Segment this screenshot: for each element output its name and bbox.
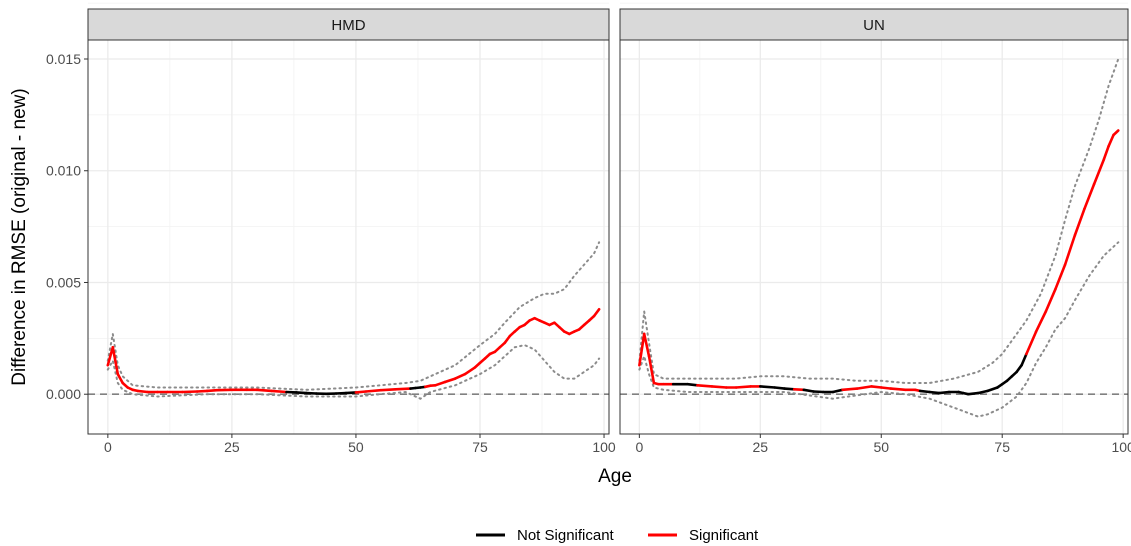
- legend-label-not-significant: Not Significant: [517, 527, 615, 544]
- not-significant-segment-un: [1015, 363, 1023, 374]
- significant-segment-hmd: [205, 388, 219, 393]
- y-tick-label: 0.000: [46, 386, 81, 402]
- significant-segment-un: [1054, 263, 1067, 291]
- estimate-line-layer: [106, 129, 1120, 396]
- x-tick-label-un: 0: [635, 439, 643, 455]
- x-tick-label-un: 25: [753, 439, 769, 455]
- significant-segment-hmd: [592, 307, 601, 318]
- y-axis-title: Difference in RMSE (original - new): [9, 88, 30, 385]
- significant-segment-hmd: [255, 388, 273, 393]
- not-significant-segment-un: [937, 390, 951, 395]
- significant-segment-un: [1025, 330, 1038, 356]
- significant-segment-hmd: [136, 389, 149, 394]
- x-tick-label-hmd: 75: [472, 439, 488, 455]
- significant-segment-un: [647, 354, 656, 385]
- frame-layer: [87, 39, 1129, 435]
- significant-segment-hmd: [433, 380, 447, 387]
- significant-segment-un: [1034, 310, 1048, 333]
- x-tick-label-hmd: 25: [224, 439, 240, 455]
- significant-segment-un: [1107, 133, 1115, 148]
- significant-segment-un: [1112, 129, 1120, 137]
- not-significant-segment-un: [831, 388, 844, 394]
- x-tick-label-un: 75: [994, 439, 1010, 455]
- significant-segment-hmd: [364, 388, 383, 393]
- legend: Not Significant Significant: [476, 527, 759, 544]
- not-significant-segment-un: [976, 389, 990, 395]
- significant-segment-un: [1092, 158, 1106, 186]
- upper-bound-line-un: [638, 58, 1120, 384]
- y-tick-label: 0.005: [46, 274, 81, 290]
- significant-segment-un: [710, 385, 728, 389]
- facet-strip-un: [619, 8, 1129, 41]
- significant-segment-un: [734, 385, 752, 389]
- significant-segment-hmd: [111, 345, 120, 376]
- not-significant-segment-un: [986, 386, 999, 393]
- lower-bound-line-un: [638, 241, 1120, 418]
- significant-segment-hmd: [195, 389, 209, 393]
- significant-segment-un: [870, 385, 883, 389]
- significant-segment-un: [879, 386, 893, 390]
- panel-frame-un: [619, 39, 1129, 435]
- not-significant-segment-un: [928, 390, 941, 395]
- significant-segment-un: [855, 385, 873, 390]
- significant-segment-hmd: [106, 345, 115, 367]
- facet-title-un: UN: [863, 17, 885, 34]
- significant-segment-un: [792, 387, 806, 392]
- significant-segment-hmd: [503, 334, 512, 345]
- not-significant-segment-un: [758, 385, 777, 389]
- significant-segment-hmd: [354, 390, 368, 394]
- not-significant-segment-un: [966, 391, 980, 396]
- not-significant-segment-un: [773, 386, 786, 390]
- y-tick-label: 0.010: [46, 163, 81, 179]
- x-tick-label-un: 100: [1111, 439, 1131, 455]
- facet-title-hmd: HMD: [331, 17, 365, 34]
- significant-segment-hmd: [463, 366, 477, 376]
- not-significant-segment-un: [812, 390, 825, 394]
- significant-segment-hmd: [453, 372, 467, 380]
- not-significant-segment-un: [783, 387, 796, 391]
- significant-segment-un: [638, 332, 646, 367]
- upper-bound-line-hmd: [106, 241, 601, 391]
- x-tick-label-hmd: 0: [104, 439, 112, 455]
- not-significant-segment-hmd: [295, 391, 308, 395]
- not-significant-segment-un: [918, 389, 931, 394]
- not-significant-segment-un: [802, 388, 815, 393]
- significant-segment-un: [1083, 182, 1096, 210]
- x-tick-label-un: 50: [873, 439, 889, 455]
- significant-segment-hmd: [379, 387, 397, 392]
- significant-segment-un: [1044, 287, 1057, 313]
- tick-layer: 0 25 50 75 100 0.000 0.005 0.010 0.015 0 25 50 75 100: [46, 51, 1131, 455]
- legend-label-significant: Significant: [689, 527, 759, 544]
- facet-strip-hmd: [87, 8, 610, 41]
- x-tick-label-hmd: 100: [592, 439, 616, 455]
- confidence-band-layer: [106, 58, 1120, 418]
- significant-segment-hmd: [181, 390, 199, 394]
- significant-segment-un: [1073, 207, 1086, 237]
- x-tick-label-hmd: 50: [348, 439, 364, 455]
- panel-frame-hmd: [87, 39, 610, 435]
- significant-segment-hmd: [394, 387, 412, 391]
- x-axis-title: Age: [598, 466, 632, 487]
- significant-segment-un: [696, 383, 714, 388]
- significant-segment-un: [1063, 234, 1077, 266]
- significant-segment-hmd: [443, 377, 457, 384]
- lower-bound-line-hmd: [106, 344, 601, 400]
- not-significant-segment-un: [686, 382, 699, 387]
- y-tick-label: 0.015: [46, 51, 81, 67]
- significant-segment-hmd: [270, 389, 288, 394]
- not-significant-segment-hmd: [344, 391, 358, 395]
- significant-segment-un: [1102, 144, 1110, 161]
- not-significant-segment-un: [1020, 352, 1028, 367]
- significant-segment-un: [642, 332, 651, 358]
- significant-segment-un: [841, 387, 859, 392]
- significant-segment-un: [889, 387, 907, 392]
- significant-segment-hmd: [116, 372, 124, 385]
